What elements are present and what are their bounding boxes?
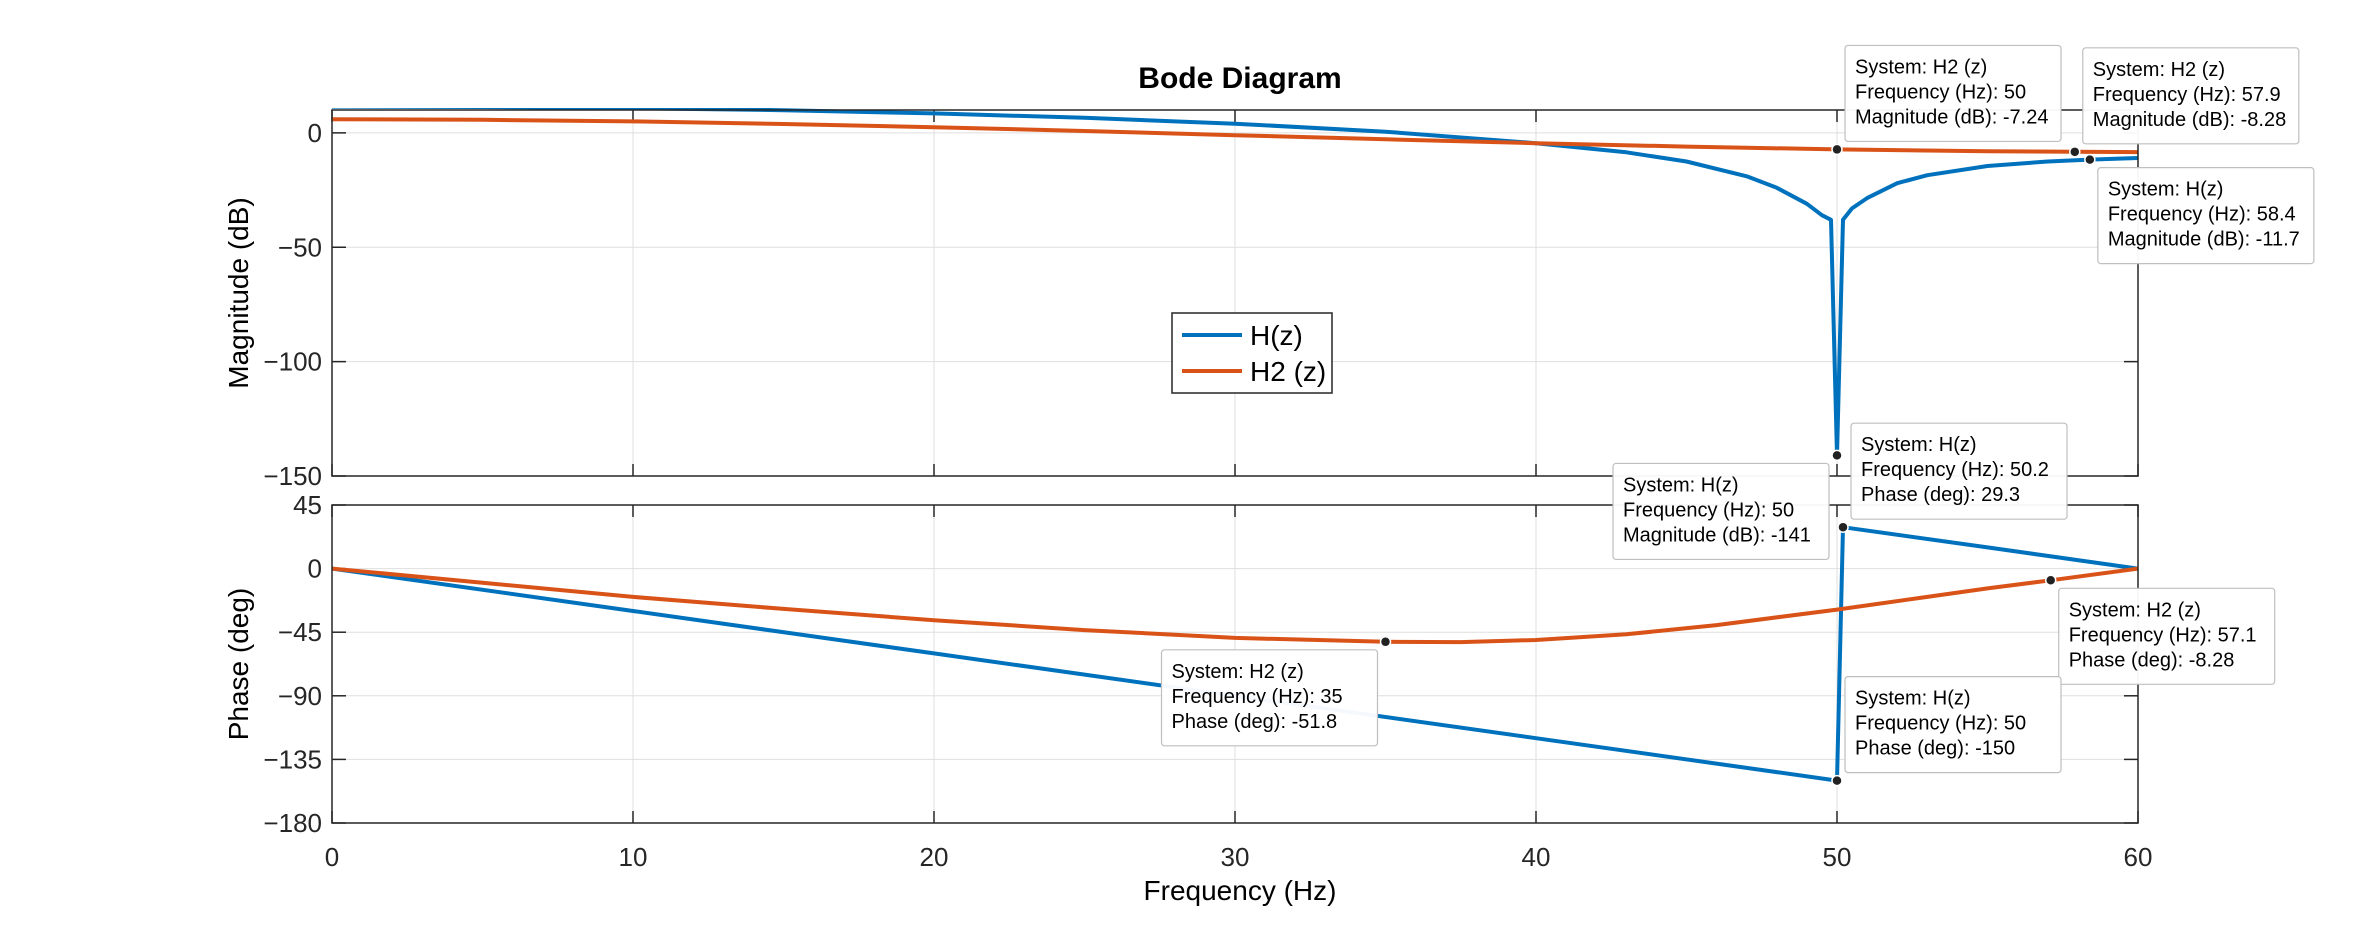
datatip: System: H2 (z) Frequency (Hz): 57.9 Magnit… <box>2069 47 2300 158</box>
datatip-marker <box>1831 143 1843 156</box>
datatip-text: Frequency (Hz): 50 <box>1623 499 1794 521</box>
datatip-marker <box>1831 774 1843 787</box>
x-tick-label: 40 <box>1522 842 1551 872</box>
datatip-text: System: H(z) <box>1861 434 1977 456</box>
x-tick-label: 0 <box>325 842 339 872</box>
datatips: System: H2 (z) Frequency (Hz): 50 Magnitud… <box>1160 44 2315 787</box>
datatip: System: H(z) Frequency (Hz): 50 Phase (deg… <box>1831 675 2062 787</box>
y-tick-label: 0 <box>308 554 322 584</box>
datatip-box <box>1160 649 1379 747</box>
datatip-text: System: H2 (z) <box>1855 56 1987 78</box>
datatip-text: Frequency (Hz): 58.4 <box>2108 204 2296 226</box>
legend-entry: H(z) <box>1250 320 1303 351</box>
legend: H(z) H2 (z) <box>1171 312 1333 394</box>
datatip-box <box>2097 167 2315 265</box>
datatip-text: System: H2 (z) <box>1172 661 1304 683</box>
datatip-text: Frequency (Hz): 57.9 <box>2093 84 2281 106</box>
x-tick-label: 50 <box>1823 842 1852 872</box>
datatip-text: Magnitude (dB): -11.7 <box>2108 229 2300 251</box>
datatip-text: Magnitude (dB): -141 <box>1623 524 1811 546</box>
series-line-h2 <box>332 566 2138 645</box>
datatip-text: Phase (deg): -150 <box>1855 738 2015 760</box>
y-axis-label: Phase (deg) <box>223 588 254 741</box>
datatip: System: H2 (z) Frequency (Hz): 57.1 Phase … <box>2044 574 2276 685</box>
x-axis-label: Frequency (Hz) <box>1144 875 1337 906</box>
y-tick-label: −50 <box>278 232 322 262</box>
datatip-text: System: H2 (z) <box>2069 599 2201 621</box>
datatip-box <box>1612 462 1830 561</box>
datatip-text: Frequency (Hz): 35 <box>1172 686 1343 708</box>
y-tick-label: 0 <box>308 118 322 148</box>
axes-box <box>331 109 2139 477</box>
y-tick-label: 45 <box>293 490 322 520</box>
datatip-box <box>1844 44 2062 143</box>
datatip-text: Magnitude (dB): -7.24 <box>1855 106 2048 128</box>
datatip-text: System: H(z) <box>2108 179 2224 201</box>
datatip-text: Frequency (Hz): 50.2 <box>1861 459 2049 481</box>
datatip-marker <box>1379 636 1392 648</box>
datatip-text: Phase (deg): 29.3 <box>1861 484 2020 506</box>
legend-entry: H2 (z) <box>1250 356 1326 387</box>
datatip-marker <box>2044 574 2057 587</box>
x-tick-label: 20 <box>920 842 949 872</box>
datatip-text: Phase (deg): -51.8 <box>1172 711 1338 733</box>
datatip: System: H2 (z) Frequency (Hz): 35 Phase (d… <box>1160 636 1392 747</box>
datatip: System: H(z) Frequency (Hz): 50.2 Phase (d… <box>1837 422 2068 533</box>
series-line-h <box>332 525 2138 783</box>
legend-box <box>1171 312 1333 394</box>
datatip-box <box>2058 587 2276 685</box>
datatip-marker <box>1837 521 1849 533</box>
y-tick-label: −45 <box>278 617 322 647</box>
datatip-box <box>1850 422 2068 520</box>
datatip: System: H2 (z) Frequency (Hz): 50 Magnitud… <box>1831 44 2062 156</box>
datatip-text: Frequency (Hz): 50 <box>1855 81 2026 103</box>
datatip-text: Frequency (Hz): 57.1 <box>2069 624 2257 646</box>
chart-title: Bode Diagram <box>1138 62 1341 95</box>
datatip-text: Phase (deg): -8.28 <box>2069 649 2235 671</box>
datatip-box <box>1844 675 2062 774</box>
series-line-h2 <box>332 117 2138 155</box>
datatip-box <box>2082 47 2300 145</box>
datatip-marker <box>1831 449 1843 462</box>
y-tick-label: −135 <box>263 744 322 774</box>
datatip-text: System: H2 (z) <box>2093 59 2225 81</box>
datatip-text: System: H(z) <box>1623 474 1739 496</box>
series-line-h <box>332 108 2138 458</box>
y-tick-label: −180 <box>263 808 322 838</box>
x-tick-label: 10 <box>619 842 648 872</box>
y-tick-label: −150 <box>263 461 322 491</box>
y-tick-label: −90 <box>278 681 322 711</box>
datatip-text: Frequency (Hz): 50 <box>1855 713 2026 735</box>
y-axis-label: Magnitude (dB) <box>223 197 254 388</box>
datatip-text: System: H(z) <box>1855 688 1971 710</box>
y-tick-label: −100 <box>263 347 322 377</box>
datatip: System: H(z) Frequency (Hz): 50 Magnitude … <box>1612 449 1843 561</box>
x-tick-label: 60 <box>2124 842 2153 872</box>
datatip: System: H(z) Frequency (Hz): 58.4 Magnitud… <box>2084 153 2315 265</box>
datatip-marker <box>2069 146 2081 158</box>
x-tick-label: 30 <box>1221 842 1250 872</box>
datatip-marker <box>2084 153 2096 166</box>
datatip-text: Magnitude (dB): -8.28 <box>2093 109 2286 131</box>
